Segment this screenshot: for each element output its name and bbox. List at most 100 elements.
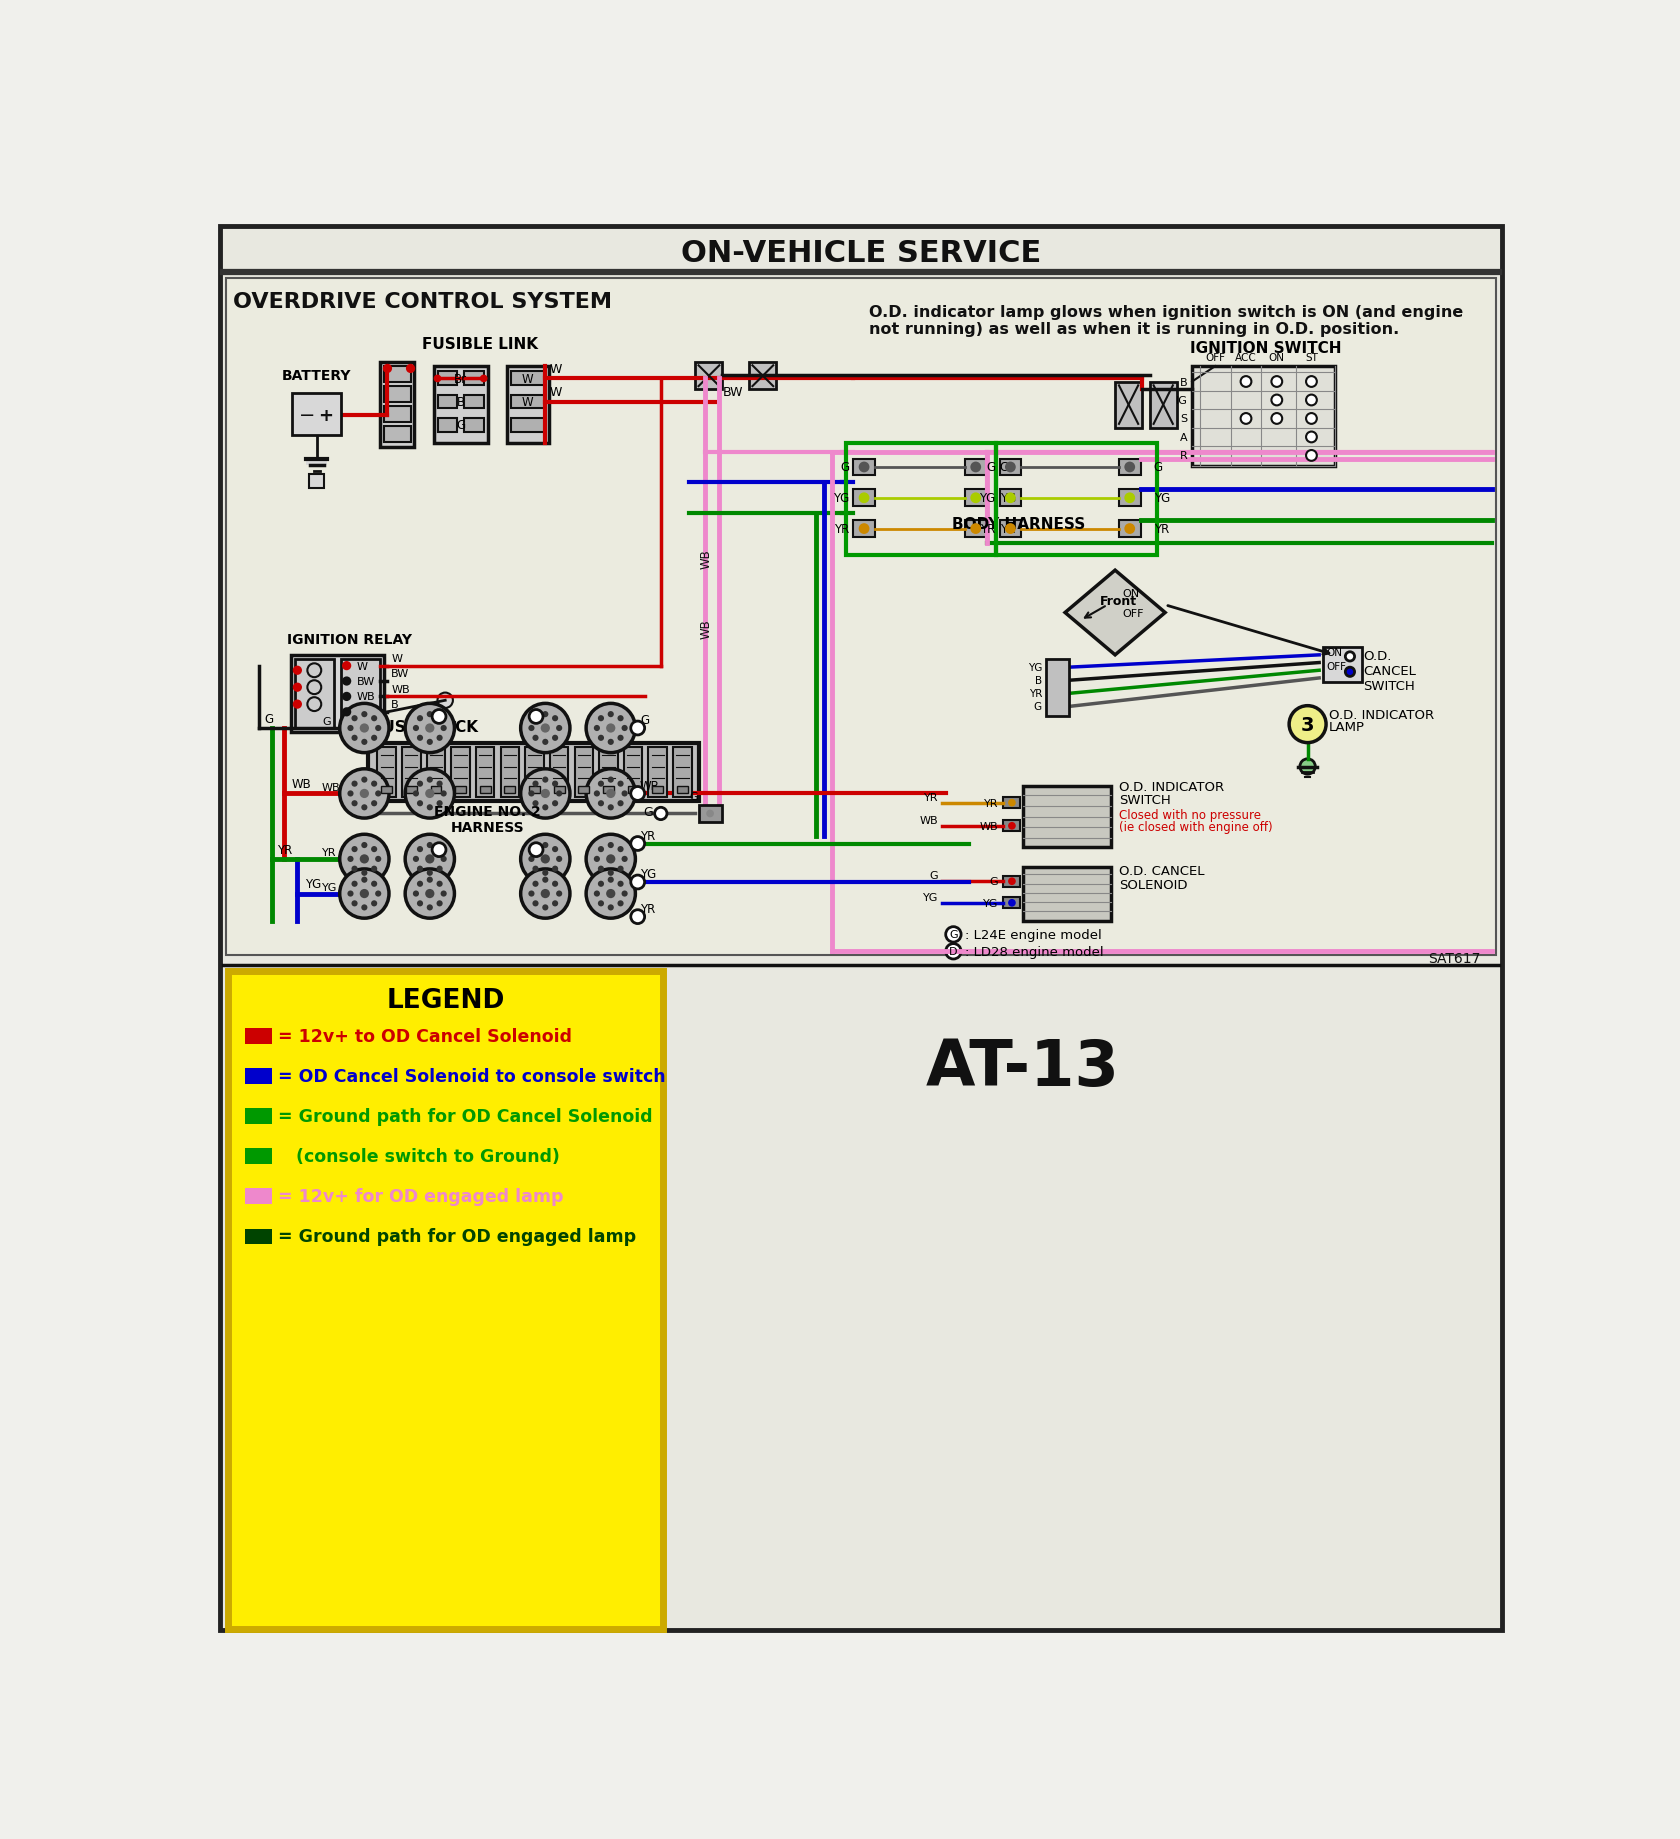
Circle shape [553, 800, 558, 807]
Text: Br: Br [454, 373, 467, 386]
Circle shape [361, 778, 368, 783]
Circle shape [608, 712, 613, 717]
Circle shape [622, 791, 628, 796]
Text: G: G [633, 723, 642, 734]
Circle shape [437, 715, 444, 723]
Circle shape [339, 870, 390, 920]
Text: G: G [840, 462, 850, 474]
Bar [507, 368, 549, 443]
Bar [1003, 820, 1020, 831]
Circle shape [543, 842, 548, 848]
Circle shape [437, 901, 444, 907]
Circle shape [608, 905, 613, 910]
Bar [437, 395, 457, 410]
Circle shape [533, 782, 539, 787]
Text: YG: YG [1028, 662, 1042, 673]
Text: YG: YG [983, 897, 998, 908]
Circle shape [971, 524, 981, 535]
Text: −: − [299, 406, 316, 425]
Circle shape [618, 736, 623, 741]
Text: (ie closed with engine off): (ie closed with engine off) [1119, 820, 1272, 833]
Circle shape [556, 726, 563, 732]
Bar [383, 406, 410, 423]
Bar [1003, 897, 1020, 908]
Circle shape [1305, 377, 1317, 388]
Circle shape [521, 835, 570, 885]
Circle shape [608, 870, 613, 877]
Circle shape [521, 769, 570, 818]
Circle shape [1008, 877, 1016, 886]
Circle shape [1005, 493, 1016, 504]
Circle shape [630, 910, 645, 923]
Circle shape [427, 778, 433, 783]
Circle shape [480, 375, 487, 383]
Circle shape [1305, 432, 1317, 443]
Bar [652, 787, 664, 794]
Bar [475, 748, 494, 798]
Bar [1324, 647, 1361, 682]
Text: BW: BW [356, 677, 375, 686]
Circle shape [598, 715, 605, 723]
Bar [245, 1228, 272, 1245]
Polygon shape [1065, 570, 1166, 655]
Text: WB: WB [323, 782, 341, 793]
Circle shape [529, 726, 534, 732]
Bar [1023, 868, 1110, 921]
Bar [291, 655, 383, 732]
Circle shape [433, 375, 442, 383]
Bar [1023, 787, 1110, 848]
Circle shape [606, 855, 615, 864]
Circle shape [553, 881, 558, 888]
Circle shape [427, 712, 433, 717]
Circle shape [1305, 451, 1317, 462]
Circle shape [343, 662, 351, 671]
Circle shape [425, 855, 435, 864]
Circle shape [371, 846, 378, 853]
Text: YG: YG [1000, 493, 1016, 506]
Bar [292, 394, 341, 436]
Circle shape [598, 901, 605, 907]
Bar [1000, 520, 1021, 537]
Bar [480, 787, 491, 794]
Text: OVERDRIVE CONTROL SYSTEM: OVERDRIVE CONTROL SYSTEM [234, 291, 613, 311]
Circle shape [622, 726, 628, 732]
Text: G: G [633, 839, 642, 850]
Text: not running) as well as when it is running in O.D. position.: not running) as well as when it is runni… [869, 322, 1399, 337]
Circle shape [586, 769, 635, 818]
Circle shape [608, 739, 613, 745]
Circle shape [343, 677, 351, 686]
Bar [245, 1068, 272, 1085]
Circle shape [529, 710, 543, 725]
Bar [452, 748, 470, 798]
Text: : LD28 engine model: : LD28 engine model [964, 945, 1104, 958]
Circle shape [630, 787, 645, 802]
Circle shape [593, 726, 600, 732]
Bar [1047, 660, 1068, 717]
Circle shape [556, 857, 563, 862]
Circle shape [543, 870, 548, 877]
Circle shape [553, 736, 558, 741]
Circle shape [541, 725, 549, 734]
Circle shape [361, 712, 368, 717]
Text: : L24E engine model: : L24E engine model [964, 929, 1102, 942]
Circle shape [417, 800, 423, 807]
Bar [1000, 489, 1021, 508]
Circle shape [413, 791, 418, 796]
Text: YG: YG [323, 883, 338, 892]
Bar [853, 489, 875, 508]
Text: WB: WB [356, 691, 375, 702]
Circle shape [437, 881, 444, 888]
Circle shape [543, 778, 548, 783]
Circle shape [533, 901, 539, 907]
Circle shape [417, 715, 423, 723]
Circle shape [348, 890, 353, 897]
Circle shape [541, 855, 549, 864]
Circle shape [543, 712, 548, 717]
Bar [383, 386, 410, 403]
Circle shape [1272, 395, 1282, 406]
Text: WB: WB [701, 618, 712, 638]
Circle shape [405, 835, 455, 885]
Bar [464, 419, 484, 432]
Text: YG: YG [922, 892, 937, 903]
Circle shape [371, 715, 378, 723]
